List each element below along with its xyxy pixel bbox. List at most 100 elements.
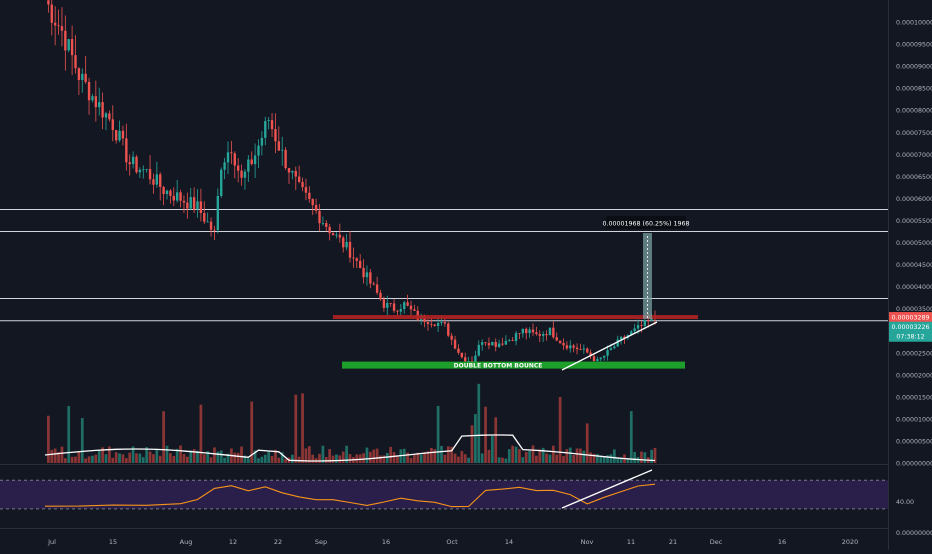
candle-body bbox=[70, 39, 74, 56]
candle-body bbox=[372, 283, 375, 285]
price-trendline[interactable] bbox=[561, 321, 658, 371]
candle-body bbox=[64, 30, 67, 51]
support-zone[interactable] bbox=[342, 361, 685, 369]
volume-bar bbox=[490, 435, 494, 463]
volume-bar bbox=[182, 454, 186, 463]
candle-body bbox=[602, 355, 606, 358]
volume-bar bbox=[328, 449, 332, 463]
volume-bar bbox=[375, 448, 379, 463]
candle-body bbox=[175, 192, 179, 201]
candle-body bbox=[250, 159, 253, 165]
price-tick-label: 0.00004000 bbox=[896, 284, 932, 291]
volume-bar bbox=[521, 457, 525, 463]
candle-body bbox=[409, 305, 413, 310]
volume-bar bbox=[592, 453, 596, 463]
volume-bar bbox=[413, 455, 416, 463]
candle-body bbox=[152, 179, 155, 185]
candle-body bbox=[643, 320, 647, 326]
volume-bar bbox=[94, 454, 98, 463]
volume-bar bbox=[277, 457, 281, 463]
candle-body bbox=[619, 336, 623, 340]
volume-bar bbox=[175, 448, 179, 463]
volume-bar bbox=[97, 450, 101, 463]
volume-bar bbox=[189, 450, 193, 463]
volume-bar bbox=[50, 449, 54, 463]
time-tick-label: Jul bbox=[47, 538, 56, 546]
volume-bar bbox=[551, 445, 555, 463]
candle-body bbox=[145, 168, 148, 170]
candle-body bbox=[379, 292, 382, 300]
candle-body bbox=[321, 223, 325, 224]
candle-body bbox=[436, 323, 440, 326]
candle-body bbox=[165, 190, 169, 194]
candle-body bbox=[562, 342, 565, 346]
candle-body bbox=[87, 81, 91, 101]
volume-bar bbox=[321, 445, 325, 463]
rsi-trendline[interactable] bbox=[561, 469, 653, 509]
current-price-label: 0.00003226 bbox=[891, 324, 929, 331]
volume-bar bbox=[372, 449, 376, 463]
volume-bar bbox=[362, 453, 365, 463]
price-tick-label: 0.00001000 bbox=[896, 416, 932, 423]
candle-body bbox=[203, 212, 206, 222]
time-tick-label: 11 bbox=[627, 538, 635, 546]
time-tick-label: Sep bbox=[315, 538, 327, 546]
price-tick-label: 0.00000000 bbox=[896, 461, 932, 468]
volume-bar bbox=[650, 449, 653, 463]
volume-bar bbox=[318, 453, 321, 463]
volume-bar bbox=[575, 448, 579, 463]
volume-bar bbox=[216, 451, 220, 463]
time-tick-label: 2020 bbox=[842, 538, 859, 546]
volume-bar bbox=[74, 456, 77, 463]
volume-bar bbox=[555, 454, 559, 463]
volume-bar bbox=[165, 445, 169, 463]
volume-bar bbox=[457, 456, 460, 463]
volume-bar bbox=[206, 451, 210, 463]
candle-body bbox=[325, 223, 328, 227]
candle-body bbox=[77, 68, 81, 80]
volume-bar bbox=[419, 454, 423, 463]
volume-bar bbox=[301, 393, 304, 463]
volume-bar bbox=[101, 447, 104, 463]
volume-bar bbox=[429, 447, 433, 463]
candle-body bbox=[121, 130, 125, 139]
price-tick-label: 0.00010000 bbox=[896, 20, 932, 27]
resistance-zone[interactable] bbox=[333, 315, 698, 320]
candle-body bbox=[582, 348, 586, 350]
candle-body bbox=[430, 324, 433, 325]
candle-body bbox=[392, 303, 396, 311]
volume-bar bbox=[541, 447, 545, 463]
volume-bar bbox=[236, 452, 240, 463]
candle-body bbox=[348, 241, 352, 258]
candle-body bbox=[213, 229, 216, 231]
volume-bar bbox=[111, 457, 115, 463]
candle-body bbox=[206, 221, 209, 223]
candle-body bbox=[636, 325, 640, 329]
volume-bar bbox=[423, 452, 426, 463]
candle-body bbox=[477, 344, 480, 356]
volume-bar bbox=[643, 452, 647, 463]
candle-body bbox=[98, 102, 101, 108]
volume-bar bbox=[152, 454, 155, 463]
volume-bar bbox=[572, 454, 576, 463]
last-price-label: 0.00003289 bbox=[891, 315, 929, 322]
volume-bar bbox=[121, 454, 125, 463]
candle-body bbox=[226, 152, 230, 163]
candle-body bbox=[467, 361, 470, 362]
volume-bar bbox=[606, 455, 609, 463]
candle-body bbox=[565, 345, 569, 349]
volume-bar bbox=[528, 450, 531, 463]
price-tick-label: 0.00002000 bbox=[896, 372, 932, 379]
price-tick-label: 0.00009500 bbox=[896, 42, 932, 49]
volume-bar bbox=[274, 449, 277, 463]
price-tick-label: 0.00000500 bbox=[896, 438, 932, 445]
volume-bar bbox=[219, 450, 223, 463]
countdown-label: 07:38:12 bbox=[896, 334, 924, 341]
volume-bar bbox=[440, 445, 443, 463]
volume-bar bbox=[626, 457, 630, 463]
candle-body bbox=[447, 323, 450, 336]
volume-bar bbox=[619, 457, 623, 463]
